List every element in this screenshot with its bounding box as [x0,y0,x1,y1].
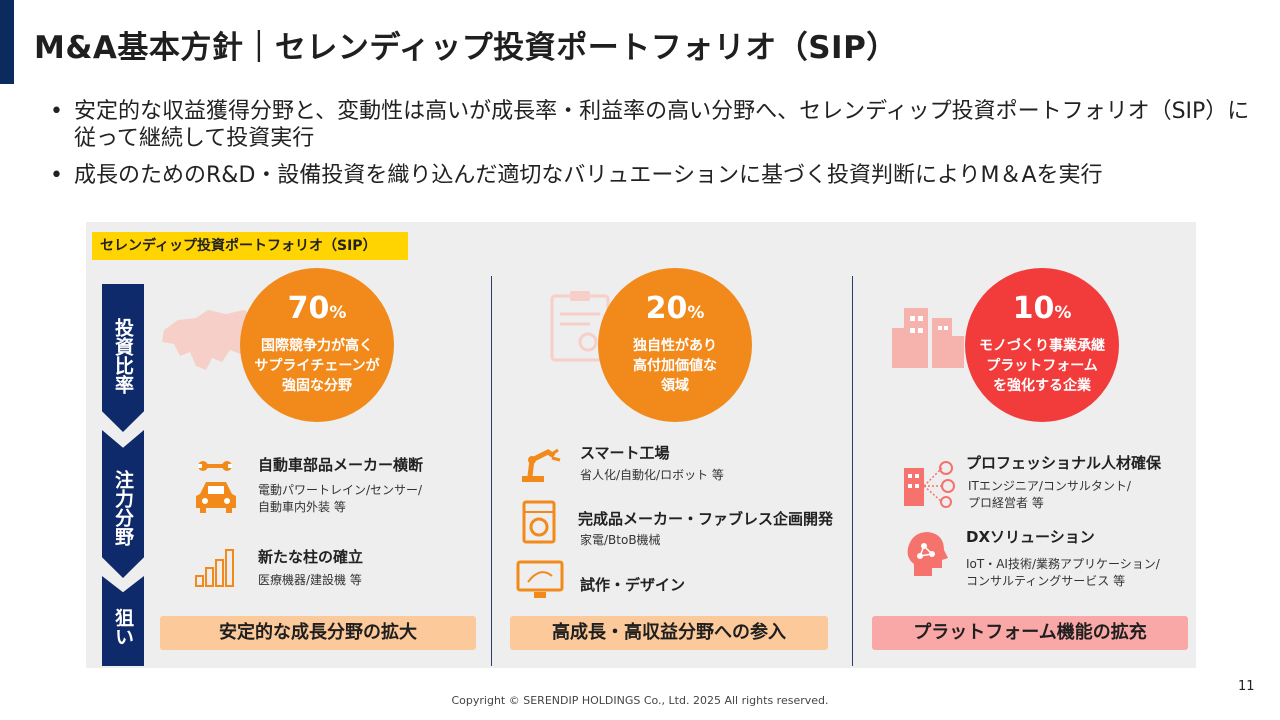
ratio-circle-10: 10% モノづくり事業承継 プラットフォーム を強化する企業 [965,268,1119,422]
growth-bars-icon [195,549,234,587]
focus-item-detail: 医療機器/建設機 等 [258,573,362,587]
bullet-item: • 安定的な収益獲得分野と、変動性は高いが成長率・利益率の高い分野へ、セレンディ… [48,98,1263,152]
focus-item-detail: 省人化/自動化/ロボット 等 [580,468,724,482]
ratio-percent: 10% [1012,291,1072,326]
focus-item-title: 新たな柱の確立 [258,548,364,566]
bullet-text: 成長のためのR&D・設備投資を織り込んだ適切なバリュエーションに基づく投資判断に… [74,163,1103,188]
bullet-text: 安定的な収益獲得分野と、変動性は高いが成長率・利益率の高い分野へ、セレンディップ… [74,99,1250,151]
sidebar-focus-area-label: 注力分野 [112,470,134,546]
sidebar-investment-ratio-label: 投資比率 [112,318,134,394]
ai-head-icon [907,532,948,576]
sidebar-aim-label: 狙い [112,608,134,646]
focus-item-title: 完成品メーカー・ファブレス企画開発 [578,510,834,528]
focus-item-detail: ITエンジニア/コンサルタント/ プロ経営者 等 [968,479,1131,510]
goal-stable-growth: 安定的な成長分野の拡大 [160,616,476,650]
design-monitor-icon [516,560,564,598]
focus-item-title: 試作・デザイン [580,576,686,594]
focus-item-title: DXソリューション [966,528,1095,546]
focus-item-detail: 家電/BtoB機械 [580,533,661,547]
focus-item-detail: IoT・AI技術/業務アプリケーション/ コンサルティングサービス 等 [966,557,1160,588]
buildings-icon [892,308,964,368]
focus-item-title: プロフェッショナル人材確保 [966,454,1162,472]
car-icon [196,482,236,513]
goal-high-growth: 高成長・高収益分野への参入 [510,616,828,650]
washing-machine-icon [522,500,556,544]
talent-network-icon [904,461,955,508]
bullet-dot: • [50,99,63,124]
focus-item-detail: 電動パワートレイン/センサー/ 自動車内外装 等 [258,483,423,514]
bullet-dot: • [50,163,63,188]
sidebar-investment-ratio: 投資比率 [102,284,144,432]
bullet-list: • 安定的な収益獲得分野と、変動性は高いが成長率・利益率の高い分野へ、セレンディ… [48,98,1263,199]
page-number: 11 [1238,679,1255,694]
title-accent-bar [0,0,14,84]
ratio-caption: モノづくり事業承継 プラットフォーム を強化する企業 [979,338,1105,394]
focus-item-title: 自動車部品メーカー横断 [258,456,424,474]
wrench-icon [198,461,232,471]
bullet-item: • 成長のためのR&D・設備投資を織り込んだ適切なバリュエーションに基づく投資判… [48,162,1263,189]
column-divider [852,276,853,666]
asia-map-icon [162,310,260,370]
column-divider [491,276,492,666]
ratio-caption: 独自性があり 高付加価値な 領域 [633,338,717,394]
ratio-circle-70: 70% 国際競争力が高く サプライチェーンが 強固な分野 [240,268,394,422]
goal-platform-expansion: プラットフォーム機能の拡充 [872,616,1188,650]
ratio-percent: 70% [287,291,347,326]
page-title: M&A基本方針｜セレンディップ投資ポートフォリオ（SIP） [34,30,898,66]
sip-label: セレンディップ投資ポートフォリオ（SIP） [92,232,408,260]
sidebar-focus-area: 注力分野 [102,430,144,578]
focus-item-title: スマート工場 [580,444,670,462]
ratio-caption: 国際競争力が高く サプライチェーンが 強固な分野 [254,338,380,394]
copyright-notice: Copyright © SERENDIP HOLDINGS Co., Ltd. … [451,694,829,707]
ratio-percent: 20% [645,291,705,326]
robot-arm-icon [522,448,561,482]
certificate-icon [550,291,610,362]
ratio-circle-20: 20% 独自性があり 高付加価値な 領域 [598,268,752,422]
